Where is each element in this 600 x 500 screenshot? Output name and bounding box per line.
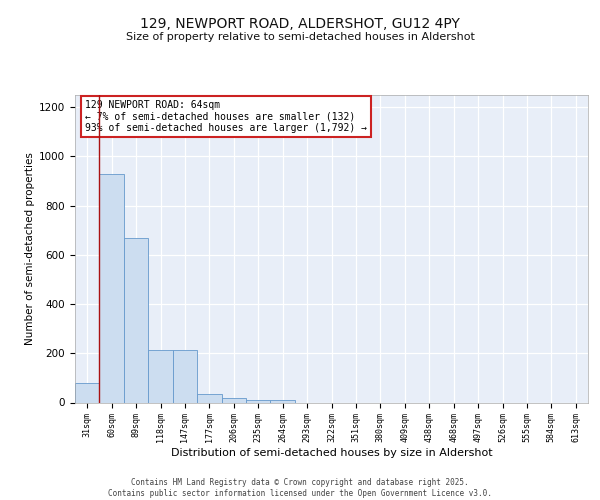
- Text: Size of property relative to semi-detached houses in Aldershot: Size of property relative to semi-detach…: [125, 32, 475, 42]
- Bar: [221, 398, 246, 402]
- Bar: [246, 400, 271, 402]
- Text: 129, NEWPORT ROAD, ALDERSHOT, GU12 4PY: 129, NEWPORT ROAD, ALDERSHOT, GU12 4PY: [140, 18, 460, 32]
- Bar: [271, 400, 295, 402]
- X-axis label: Distribution of semi-detached houses by size in Aldershot: Distribution of semi-detached houses by …: [170, 448, 493, 458]
- Text: Contains HM Land Registry data © Crown copyright and database right 2025.
Contai: Contains HM Land Registry data © Crown c…: [108, 478, 492, 498]
- Bar: [173, 350, 197, 403]
- Bar: [100, 174, 124, 402]
- Bar: [75, 383, 100, 402]
- Bar: [197, 394, 221, 402]
- Bar: [124, 238, 148, 402]
- Text: 129 NEWPORT ROAD: 64sqm
← 7% of semi-detached houses are smaller (132)
93% of se: 129 NEWPORT ROAD: 64sqm ← 7% of semi-det…: [85, 100, 367, 133]
- Y-axis label: Number of semi-detached properties: Number of semi-detached properties: [25, 152, 35, 345]
- Bar: [148, 350, 173, 403]
